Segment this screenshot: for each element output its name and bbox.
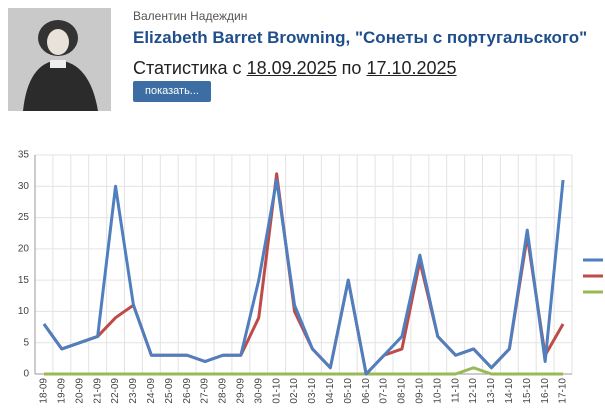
x-tick-label: 09-10 xyxy=(414,378,425,404)
x-tick-label: 30-09 xyxy=(253,378,264,404)
between: по xyxy=(341,58,362,78)
x-tick-label: 02-10 xyxy=(289,378,300,404)
x-tick-label: 04-10 xyxy=(325,378,336,404)
y-tick-label: 0 xyxy=(23,369,29,380)
y-tick-label: 20 xyxy=(18,243,30,254)
date-from[interactable]: 18.09.2025 xyxy=(246,58,337,78)
x-tick-label: 29-09 xyxy=(235,378,246,404)
y-tick-label: 15 xyxy=(18,275,30,286)
x-tick-label: 08-10 xyxy=(397,378,408,404)
x-tick-label: 28-09 xyxy=(218,378,229,404)
x-tick-label: 15-10 xyxy=(522,378,533,404)
x-tick-label: 05-10 xyxy=(343,378,354,404)
x-tick-label: 26-09 xyxy=(182,378,193,404)
series-line xyxy=(43,366,564,376)
x-tick-label: 12-10 xyxy=(468,378,479,404)
x-tick-label: 16-10 xyxy=(540,378,551,404)
stats-line: Статистика с 18.09.2025 по 17.10.2025 xyxy=(133,58,457,79)
work-title[interactable]: Elizabeth Barret Browning, "Сонеты с пор… xyxy=(133,28,588,47)
x-tick-label: 21-09 xyxy=(92,378,103,404)
x-tick-label: 14-10 xyxy=(504,378,515,404)
x-tick-label: 07-10 xyxy=(379,378,390,404)
y-tick-label: 30 xyxy=(18,181,30,192)
stats-prefix: Статистика с xyxy=(133,58,242,78)
x-tick-label: 20-09 xyxy=(74,378,85,404)
author: Валентин Надеждин xyxy=(133,9,248,23)
show-button[interactable]: показать... xyxy=(133,81,211,102)
portrait-drawing xyxy=(8,8,111,111)
x-tick-label: 11-10 xyxy=(450,378,461,403)
series-line xyxy=(42,178,565,376)
x-tick-label: 19-09 xyxy=(56,378,67,404)
x-tick-label: 25-09 xyxy=(164,378,175,404)
x-tick-label: 03-10 xyxy=(307,378,318,404)
x-tick-label: 01-10 xyxy=(271,378,282,404)
y-tick-label: 35 xyxy=(18,150,30,161)
date-to[interactable]: 17.10.2025 xyxy=(366,58,457,78)
y-tick-label: 10 xyxy=(18,306,30,317)
x-tick-label: 17-10 xyxy=(558,378,569,404)
x-tick-label: 23-09 xyxy=(128,378,139,404)
x-tick-label: 22-09 xyxy=(110,378,121,404)
portrait xyxy=(8,8,111,111)
x-tick-label: 10-10 xyxy=(432,378,443,404)
x-tick-label: 24-09 xyxy=(146,378,157,404)
y-tick-label: 5 xyxy=(23,337,29,348)
x-tick-label: 06-10 xyxy=(361,378,372,404)
x-tick-label: 27-09 xyxy=(200,378,211,404)
y-tick-label: 25 xyxy=(18,212,30,223)
x-tick-label: 18-09 xyxy=(39,378,50,404)
x-tick-label: 13-10 xyxy=(486,378,497,404)
